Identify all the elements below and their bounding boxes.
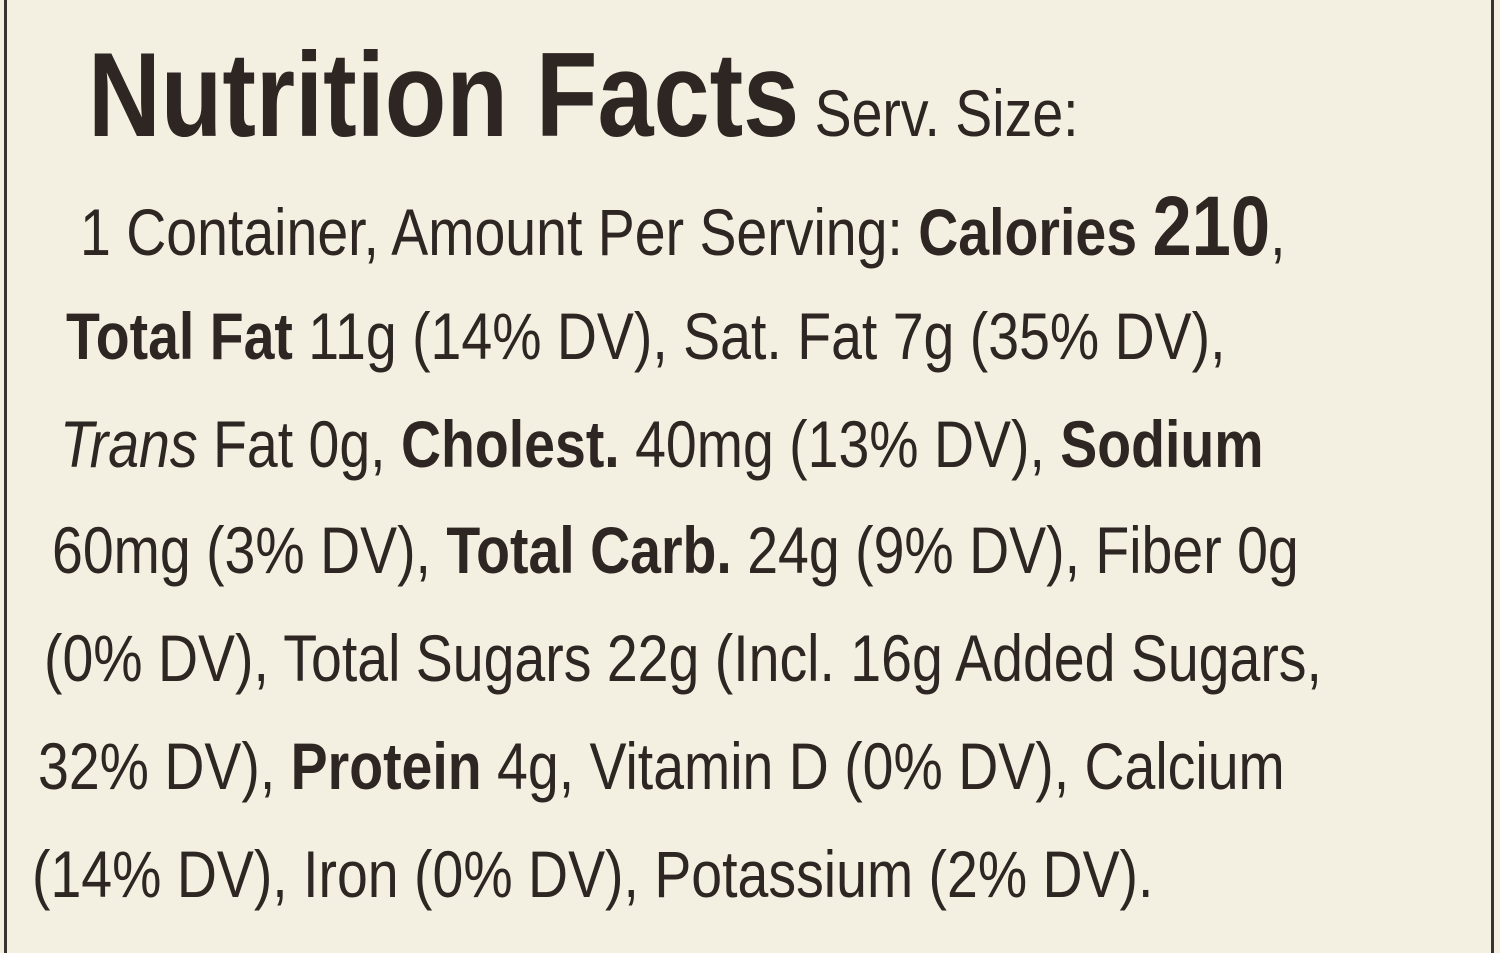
- line: (14% DV), Iron (0% DV), Potassium (2% DV…: [32, 834, 1153, 914]
- header-line: Nutrition Facts Serv. Size:: [88, 30, 1079, 178]
- text: (0% DV), Total Sugars 22g (Incl. 16g Add…: [44, 621, 1322, 695]
- line: 1 Container, Amount Per Serving: Calorie…: [80, 184, 1286, 272]
- text: Trans: [60, 407, 198, 481]
- line: 32% DV), Protein 4g, Vitamin D (0% DV), …: [38, 726, 1285, 806]
- label: Calories: [918, 195, 1138, 269]
- line: (0% DV), Total Sugars 22g (Incl. 16g Add…: [44, 618, 1322, 698]
- border-right: [1491, 0, 1494, 953]
- label: Total Carb.: [446, 513, 732, 587]
- text: 40mg (13% DV),: [619, 407, 1061, 481]
- label: Total Fat: [66, 299, 293, 373]
- text: 60mg (3% DV),: [52, 513, 447, 587]
- title: Nutrition Facts: [88, 28, 800, 162]
- line: 60mg (3% DV), Total Carb. 24g (9% DV), F…: [52, 510, 1299, 590]
- text: Serv. Size:: [799, 76, 1079, 150]
- text: (14% DV), Iron (0% DV), Potassium (2% DV…: [32, 837, 1154, 911]
- text: 24g (9% DV), Fiber 0g: [731, 513, 1299, 587]
- border-left: [4, 0, 7, 953]
- text: ,: [1270, 195, 1286, 269]
- line: Total Fat 11g (14% DV), Sat. Fat 7g (35%…: [66, 296, 1225, 376]
- line: Trans Fat 0g, Cholest. 40mg (13% DV), So…: [60, 404, 1264, 484]
- text: 1 Container, Amount Per Serving:: [80, 195, 919, 269]
- label: Cholest.: [400, 407, 620, 481]
- label: Protein: [290, 729, 482, 803]
- text: 11g (14% DV), Sat. Fat 7g (35% DV),: [292, 299, 1226, 373]
- text: Fat 0g,: [197, 407, 401, 481]
- text: [1137, 195, 1152, 269]
- text: 4g, Vitamin D (0% DV), Calcium: [481, 729, 1285, 803]
- calories: 210: [1152, 179, 1271, 273]
- label: Sodium: [1060, 407, 1264, 481]
- text: 32% DV),: [38, 729, 291, 803]
